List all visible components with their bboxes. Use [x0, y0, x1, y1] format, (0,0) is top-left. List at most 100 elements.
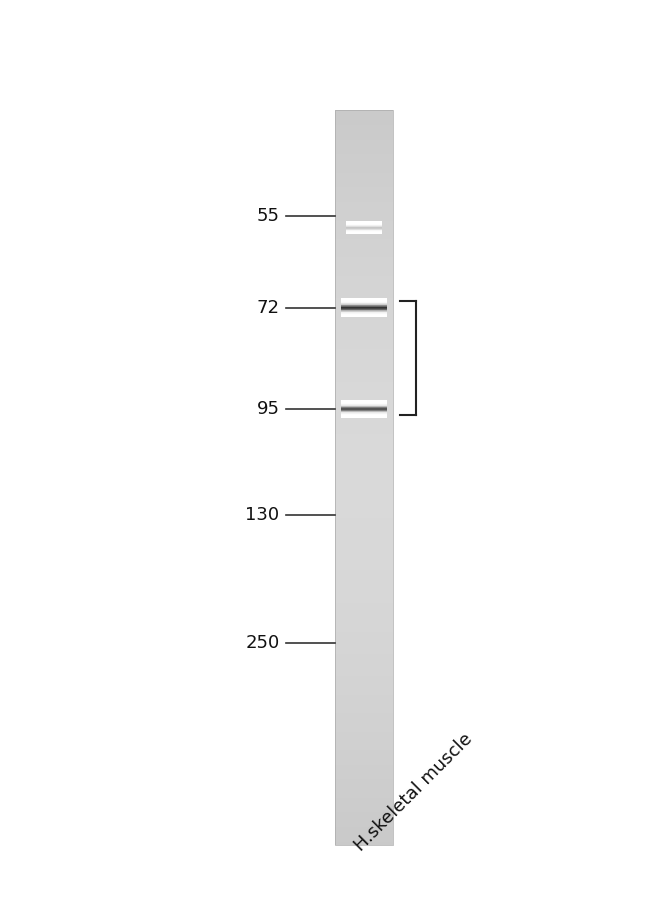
Bar — [335, 408, 393, 412]
Bar — [335, 419, 393, 423]
Bar — [335, 522, 393, 526]
Bar — [335, 709, 393, 713]
Bar — [335, 180, 393, 184]
Bar — [335, 195, 393, 199]
Bar — [335, 147, 393, 151]
Bar — [335, 559, 393, 562]
Bar — [335, 732, 393, 735]
Bar — [335, 430, 393, 434]
Bar — [335, 507, 393, 511]
Bar — [341, 313, 387, 314]
Bar — [335, 404, 393, 408]
Bar — [335, 566, 393, 570]
Bar — [335, 651, 393, 654]
Bar — [335, 456, 393, 460]
Bar — [335, 772, 393, 776]
Text: 130: 130 — [246, 505, 280, 524]
Bar — [335, 632, 393, 636]
Bar — [335, 540, 393, 544]
Bar — [341, 305, 387, 307]
Bar — [335, 805, 393, 809]
Bar — [335, 221, 393, 224]
Bar — [341, 414, 387, 415]
Bar — [335, 397, 393, 401]
Bar — [335, 452, 393, 456]
Bar — [335, 474, 393, 478]
Bar — [341, 303, 387, 305]
Bar — [335, 283, 393, 287]
Bar — [335, 460, 393, 463]
Bar — [335, 349, 393, 353]
Bar — [335, 448, 393, 452]
Bar — [335, 812, 393, 816]
Bar — [335, 346, 393, 349]
Bar — [335, 761, 393, 765]
Bar — [341, 401, 387, 403]
Bar — [335, 798, 393, 801]
Bar — [335, 544, 393, 548]
Bar — [335, 364, 393, 368]
Bar — [335, 331, 393, 335]
Bar — [335, 827, 393, 831]
Bar — [341, 308, 387, 309]
Bar — [335, 779, 393, 783]
Bar — [335, 794, 393, 798]
Bar — [341, 307, 387, 308]
Bar — [341, 312, 387, 313]
Bar — [335, 327, 393, 331]
Bar — [341, 305, 387, 306]
Bar — [335, 199, 393, 202]
Bar — [335, 518, 393, 522]
Bar — [335, 294, 393, 298]
Bar — [335, 316, 393, 320]
Bar — [341, 415, 387, 417]
Bar — [335, 463, 393, 467]
Bar — [341, 298, 387, 299]
Bar — [335, 110, 393, 114]
Bar — [341, 414, 387, 415]
Bar — [335, 217, 393, 221]
Text: 72: 72 — [257, 299, 280, 317]
Bar — [335, 533, 393, 537]
Bar — [335, 110, 393, 845]
Bar — [335, 562, 393, 566]
Bar — [341, 299, 387, 301]
Bar — [335, 746, 393, 750]
Bar — [335, 445, 393, 448]
Bar — [335, 504, 393, 507]
Bar — [335, 426, 393, 430]
Bar — [335, 176, 393, 180]
Bar — [335, 768, 393, 772]
Bar — [335, 239, 393, 243]
Bar — [335, 265, 393, 268]
Bar — [335, 342, 393, 346]
Bar — [335, 599, 393, 603]
Bar — [335, 471, 393, 474]
Bar — [335, 393, 393, 397]
Bar — [335, 261, 393, 265]
Bar — [335, 382, 393, 386]
Bar — [341, 412, 387, 413]
Bar — [335, 232, 393, 235]
Bar — [335, 687, 393, 691]
Bar — [335, 228, 393, 232]
Bar — [335, 151, 393, 154]
Bar — [335, 243, 393, 246]
Bar — [341, 408, 387, 410]
Bar — [335, 823, 393, 827]
Bar — [341, 302, 387, 303]
Bar — [335, 154, 393, 158]
Bar — [335, 335, 393, 338]
Bar — [341, 304, 387, 305]
Bar — [335, 279, 393, 283]
Bar — [335, 437, 393, 441]
Bar — [335, 588, 393, 592]
Bar — [335, 548, 393, 551]
Bar — [335, 235, 393, 239]
Bar — [341, 413, 387, 414]
Bar — [335, 702, 393, 706]
Bar — [335, 338, 393, 342]
Bar — [335, 121, 393, 125]
Bar — [335, 551, 393, 555]
Bar — [335, 684, 393, 687]
